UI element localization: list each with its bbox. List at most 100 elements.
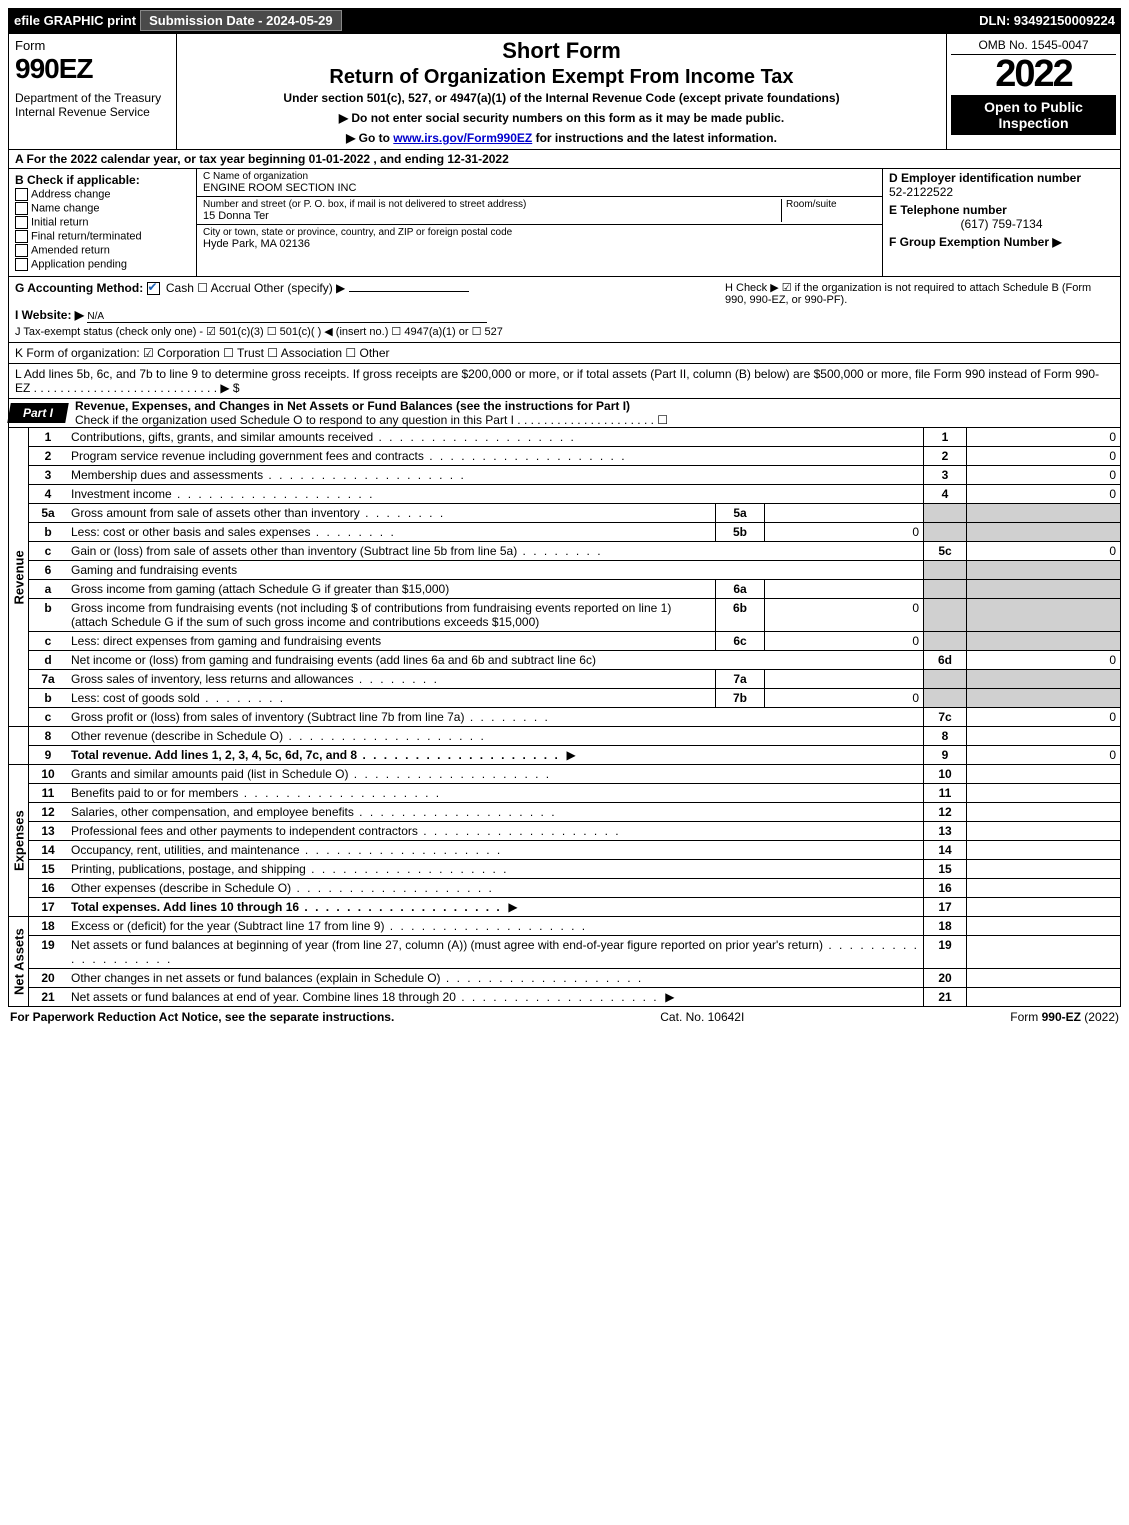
line-5b-num: b bbox=[29, 523, 68, 542]
line-7b-sv: 0 bbox=[765, 689, 924, 708]
form-word: Form bbox=[15, 38, 170, 53]
line-7c-desc: Gross profit or (loss) from sales of inv… bbox=[71, 710, 550, 724]
line-7c-val: 0 bbox=[967, 708, 1121, 727]
line-1-val: 0 bbox=[967, 428, 1121, 447]
line-4-val: 0 bbox=[967, 485, 1121, 504]
chk-address-change[interactable]: Address change bbox=[15, 188, 190, 201]
chk-name-change[interactable]: Name change bbox=[15, 202, 190, 215]
line-2-desc: Program service revenue including govern… bbox=[71, 449, 627, 463]
ein-value: 52-2122522 bbox=[889, 185, 1114, 199]
chk-application-pending[interactable]: Application pending bbox=[15, 258, 190, 271]
line-5b-sn: 5b bbox=[716, 523, 765, 542]
line-7a-sn: 7a bbox=[716, 670, 765, 689]
line-1-ln: 1 bbox=[924, 428, 967, 447]
line-5c-val: 0 bbox=[967, 542, 1121, 561]
line-11-num: 11 bbox=[29, 784, 68, 803]
instruction-ssn: ▶ Do not enter social security numbers o… bbox=[185, 111, 938, 125]
page-footer: For Paperwork Reduction Act Notice, see … bbox=[8, 1007, 1121, 1027]
line-6b-sv: 0 bbox=[765, 599, 924, 632]
footer-left: For Paperwork Reduction Act Notice, see … bbox=[10, 1010, 394, 1024]
part-1-check-line: Check if the organization used Schedule … bbox=[75, 413, 668, 427]
line-21-desc: Net assets or fund balances at end of ye… bbox=[71, 990, 659, 1004]
form-header: Form 990EZ Department of the Treasury In… bbox=[8, 33, 1121, 150]
website-label: I Website: ▶ bbox=[15, 308, 84, 322]
line-8-ln: 8 bbox=[924, 727, 967, 746]
line-16-desc: Other expenses (describe in Schedule O) bbox=[71, 881, 494, 895]
line-6c-num: c bbox=[29, 632, 68, 651]
ein-label: D Employer identification number bbox=[889, 171, 1081, 185]
line-14-desc: Occupancy, rent, utilities, and maintena… bbox=[71, 843, 502, 857]
line-2-num: 2 bbox=[29, 447, 68, 466]
line-6b-num: b bbox=[29, 599, 68, 632]
line-7c-ln: 7c bbox=[924, 708, 967, 727]
col-b-checkboxes: B Check if applicable: Address change Na… bbox=[9, 169, 197, 276]
line-7a-sv bbox=[765, 670, 924, 689]
line-12-ln: 12 bbox=[924, 803, 967, 822]
line-5a-sv bbox=[765, 504, 924, 523]
accounting-options: Cash ☐ Accrual Other (specify) ▶ bbox=[166, 281, 345, 295]
submission-date-button[interactable]: Submission Date - 2024-05-29 bbox=[140, 10, 342, 31]
line-5a-desc: Gross amount from sale of assets other t… bbox=[71, 506, 445, 520]
line-9-ln: 9 bbox=[924, 746, 967, 765]
line-6d-desc: Net income or (loss) from gaming and fun… bbox=[67, 651, 924, 670]
line-10-ln: 10 bbox=[924, 765, 967, 784]
line-7b-num: b bbox=[29, 689, 68, 708]
col-b-title: B Check if applicable: bbox=[15, 173, 140, 187]
line-10-val bbox=[967, 765, 1121, 784]
line-18-desc: Excess or (deficit) for the year (Subtra… bbox=[71, 919, 587, 933]
line-11-ln: 11 bbox=[924, 784, 967, 803]
street-label: Number and street (or P. O. box, if mail… bbox=[203, 199, 781, 210]
irs-link[interactable]: www.irs.gov/Form990EZ bbox=[393, 131, 532, 145]
line-1-desc: Contributions, gifts, grants, and simila… bbox=[71, 430, 576, 444]
expenses-section-label: Expenses bbox=[9, 765, 29, 917]
line-7b-desc: Less: cost of goods sold bbox=[71, 691, 285, 705]
form-number: 990EZ bbox=[15, 53, 170, 85]
line-15-num: 15 bbox=[29, 860, 68, 879]
line-9-num: 9 bbox=[29, 746, 68, 765]
main-title: Return of Organization Exempt From Incom… bbox=[185, 66, 938, 89]
chk-final-return[interactable]: Final return/terminated bbox=[15, 230, 190, 243]
line-6d-ln: 6d bbox=[924, 651, 967, 670]
chk-amended-return[interactable]: Amended return bbox=[15, 244, 190, 257]
line-3-val: 0 bbox=[967, 466, 1121, 485]
part-1-title: Revenue, Expenses, and Changes in Net As… bbox=[75, 399, 630, 413]
line-13-desc: Professional fees and other payments to … bbox=[71, 824, 621, 838]
line-4-ln: 4 bbox=[924, 485, 967, 504]
part-1-header: Part I Revenue, Expenses, and Changes in… bbox=[8, 399, 1121, 428]
phone-value: (617) 759-7134 bbox=[889, 217, 1114, 231]
line-3-ln: 3 bbox=[924, 466, 967, 485]
chk-cash[interactable] bbox=[147, 282, 160, 295]
website-value: N/A bbox=[87, 311, 104, 322]
section-ghij: G Accounting Method: Cash ☐ Accrual Othe… bbox=[8, 277, 1121, 343]
line-19-num: 19 bbox=[29, 936, 68, 969]
line-8-desc: Other revenue (describe in Schedule O) bbox=[71, 729, 486, 743]
footer-cat-no: Cat. No. 10642I bbox=[660, 1010, 744, 1024]
line-17-ln: 17 bbox=[924, 898, 967, 917]
line-12-desc: Salaries, other compensation, and employ… bbox=[71, 805, 557, 819]
city-label: City or town, state or province, country… bbox=[203, 227, 876, 238]
section-k: K Form of organization: ☑ Corporation ☐ … bbox=[8, 343, 1121, 364]
line-6c-sv: 0 bbox=[765, 632, 924, 651]
part-1-label: Part I bbox=[7, 403, 69, 423]
line-1-num: 1 bbox=[29, 428, 68, 447]
line-3-num: 3 bbox=[29, 466, 68, 485]
subtitle: Under section 501(c), 527, or 4947(a)(1)… bbox=[185, 91, 938, 105]
line-19-ln: 19 bbox=[924, 936, 967, 969]
line-19-desc: Net assets or fund balances at beginning… bbox=[71, 938, 919, 966]
line-3-desc: Membership dues and assessments bbox=[71, 468, 466, 482]
line-2-ln: 2 bbox=[924, 447, 967, 466]
section-bcdef: B Check if applicable: Address change Na… bbox=[8, 169, 1121, 277]
line-5c-ln: 5c bbox=[924, 542, 967, 561]
line-14-ln: 14 bbox=[924, 841, 967, 860]
line-17-desc: Total expenses. Add lines 10 through 16 bbox=[71, 900, 502, 914]
line-15-ln: 15 bbox=[924, 860, 967, 879]
net-assets-section-label: Net Assets bbox=[9, 917, 29, 1007]
line-13-ln: 13 bbox=[924, 822, 967, 841]
line-7a-desc: Gross sales of inventory, less returns a… bbox=[71, 672, 439, 686]
chk-initial-return[interactable]: Initial return bbox=[15, 216, 190, 229]
line-5a-num: 5a bbox=[29, 504, 68, 523]
line-8-num: 8 bbox=[29, 727, 68, 746]
footer-form-ref: Form 990-EZ (2022) bbox=[1010, 1010, 1119, 1024]
line-16-num: 16 bbox=[29, 879, 68, 898]
short-form-title: Short Form bbox=[185, 38, 938, 64]
